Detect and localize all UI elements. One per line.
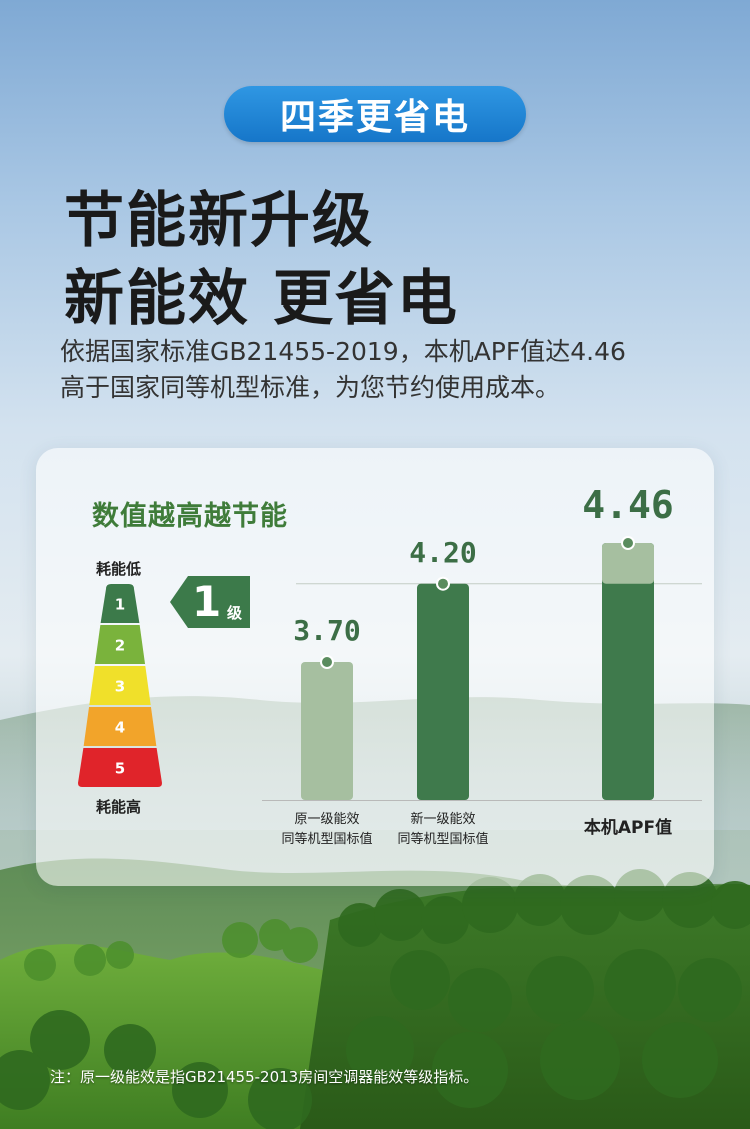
- chart-category-label-line: 原一级能效: [294, 812, 360, 827]
- energy-grade-number: 4: [115, 719, 125, 737]
- energy-grade-segment: [83, 707, 157, 746]
- energy-grade-segment: [78, 748, 162, 787]
- chart-category-label-line: 本机APF值: [583, 818, 673, 838]
- chart-bar: [301, 662, 353, 800]
- energy-grade-number: 5: [115, 760, 125, 778]
- chart-category-label: 新一级能效同等机型国标值: [373, 810, 513, 850]
- energy-grade-number: 3: [115, 678, 125, 696]
- chart-category-label-line: 同等机型国标值: [281, 832, 373, 847]
- chart-bar-excess: [602, 543, 654, 584]
- chart-category-label-line: 新一级能效: [410, 812, 476, 827]
- energy-grade-segment: [94, 625, 146, 664]
- current-grade-number: 1: [192, 577, 222, 626]
- chart-point: [320, 655, 334, 669]
- chart-bar: [602, 543, 654, 800]
- chart-bar: [417, 583, 469, 800]
- description-line-2: 高于国家同等机型标准，为您节约使用成本。: [60, 373, 561, 402]
- card-title: 数值越高越节能: [92, 501, 288, 532]
- grade-pointer-badge: [170, 576, 250, 628]
- chart-category-label: 本机APF值: [558, 818, 698, 838]
- headline-line-2: 新能效 更省电: [64, 264, 459, 334]
- energy-high-label: 耗能高: [96, 798, 142, 816]
- energy-grade-segment: [100, 584, 140, 623]
- current-grade-unit: 级: [227, 604, 243, 622]
- energy-low-label: 耗能低: [96, 560, 142, 578]
- energy-grade-tower: 1 2 3 4 5: [78, 584, 162, 787]
- chart-category-label-line: 同等机型国标值: [397, 832, 489, 847]
- chart-value-label: 4.46: [582, 483, 674, 527]
- headline-line-1: 节能新升级: [64, 186, 374, 256]
- energy-grade-segment: [89, 666, 151, 705]
- energy-grade-number: 1: [115, 596, 125, 614]
- chart-point: [436, 576, 450, 591]
- chart-point: [621, 536, 635, 550]
- footnote: 注：原一级能效是指GB21455-2013房间空调器能效等级指标。: [50, 1068, 479, 1086]
- chart-category-label: 原一级能效同等机型国标值: [257, 810, 397, 850]
- chart-value-label: 3.70: [293, 614, 361, 647]
- description-line-1: 依据国家标准GB21455-2019，本机APF值达4.46: [60, 337, 626, 366]
- energy-grade-number: 2: [115, 637, 125, 655]
- season-saving-badge: 四季更省电: [224, 86, 526, 142]
- energy-comparison-card: [36, 448, 714, 886]
- chart-value-label: 4.20: [409, 535, 477, 569]
